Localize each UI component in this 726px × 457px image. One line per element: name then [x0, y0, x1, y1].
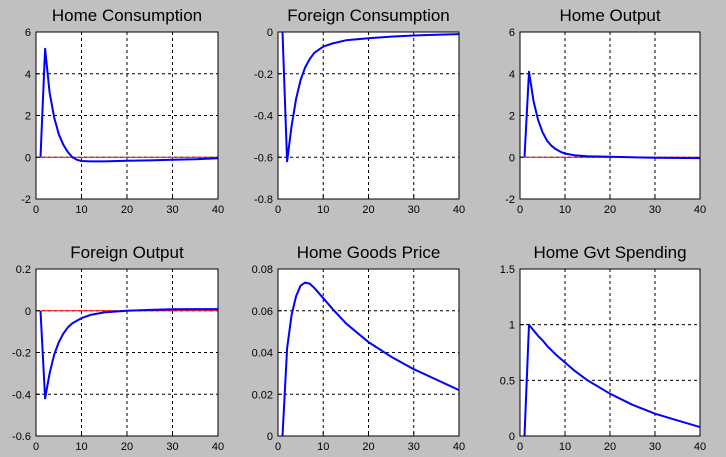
y-tick-label: 0 — [25, 306, 31, 318]
x-tick-label: 20 — [604, 204, 616, 216]
x-tick-label: 30 — [408, 441, 420, 453]
x-tick-label: 20 — [121, 204, 133, 216]
y-tick-label: 0.2 — [16, 264, 31, 276]
y-tick-label: 4 — [25, 69, 31, 81]
x-tick-label: 20 — [362, 204, 374, 216]
response-line — [281, 281, 460, 437]
panel-title: Home Goods Price — [297, 243, 441, 262]
y-tick-label: 0.08 — [252, 264, 273, 276]
x-tick-label: 0 — [275, 441, 281, 453]
y-tick-label: -2 — [21, 194, 31, 206]
y-tick-label: 1.5 — [500, 264, 515, 276]
panel-title: Home Gvt Spending — [533, 243, 686, 262]
y-tick-label: 0 — [267, 27, 273, 39]
response-line — [39, 47, 219, 163]
y-tick-label: 0 — [267, 431, 273, 443]
y-tick-label: -0.8 — [254, 194, 273, 206]
y-tick-label: 0 — [509, 152, 515, 164]
x-tick-label: 30 — [408, 204, 420, 216]
x-tick-label: 40 — [694, 204, 706, 216]
y-tick-label: 0.04 — [252, 348, 273, 360]
y-tick-label: 0 — [509, 431, 515, 443]
y-tick-label: -2 — [505, 194, 515, 206]
panel-5: 0 10 20 30 40 0 0.02 0.04 0.06 0.08 Home Goods Pri… — [252, 243, 466, 453]
y-tick-label: 2 — [25, 111, 31, 123]
panel-title: Home Consumption — [52, 6, 202, 25]
y-tick-label: -0.6 — [12, 431, 31, 443]
x-tick-label: 10 — [317, 204, 329, 216]
panel-6: 0 10 20 30 40 0 0.5 1 1.5 Home Gvt Spending — [500, 243, 706, 453]
panel-title: Foreign Output — [70, 243, 184, 262]
x-tick-label: 30 — [649, 204, 661, 216]
x-tick-label: 0 — [33, 441, 39, 453]
x-tick-label: 40 — [453, 204, 465, 216]
y-tick-label: 4 — [509, 69, 515, 81]
panel-4: 0 10 20 30 40 -0.6 -0.4 -0.2 0 0.2 Foreign Output — [12, 243, 224, 453]
x-tick-label: 0 — [517, 204, 523, 216]
y-tick-label: 6 — [25, 27, 31, 39]
y-tick-label: -0.4 — [254, 111, 273, 123]
y-tick-label: -0.2 — [254, 69, 273, 81]
y-tick-label: 0.06 — [252, 306, 273, 318]
response-line — [281, 31, 460, 163]
panel-2: 0 10 20 30 40 -0.8 -0.6 -0.4 -0.2 0 Foreign Consum… — [254, 6, 465, 216]
x-tick-label: 30 — [166, 441, 178, 453]
response-line — [39, 308, 218, 400]
panel-title: Foreign Consumption — [287, 6, 450, 25]
x-tick-label: 10 — [559, 204, 571, 216]
y-tick-label: 0 — [25, 152, 31, 164]
x-tick-label: 20 — [604, 441, 616, 453]
x-tick-label: 10 — [75, 204, 87, 216]
x-tick-label: 0 — [517, 441, 523, 453]
x-tick-label: 10 — [75, 441, 87, 453]
x-tick-label: 40 — [212, 204, 224, 216]
x-tick-label: 0 — [33, 204, 39, 216]
x-tick-label: 40 — [212, 441, 224, 453]
x-tick-label: 40 — [453, 441, 465, 453]
x-tick-label: 10 — [317, 441, 329, 453]
y-tick-label: -0.2 — [12, 348, 31, 360]
y-tick-label: 1 — [509, 320, 515, 332]
response-line — [523, 70, 701, 160]
x-tick-label: 20 — [362, 441, 374, 453]
y-tick-label: 6 — [509, 27, 515, 39]
x-tick-label: 40 — [694, 441, 706, 453]
x-tick-label: 0 — [275, 204, 281, 216]
y-tick-label: -0.6 — [254, 152, 273, 164]
x-tick-label: 30 — [166, 204, 178, 216]
y-tick-label: 0.02 — [252, 389, 273, 401]
y-tick-label: 0.5 — [500, 375, 515, 387]
x-tick-label: 10 — [559, 441, 571, 453]
response-line — [523, 323, 701, 437]
x-tick-label: 30 — [649, 441, 661, 453]
y-tick-label: 2 — [509, 111, 515, 123]
x-tick-label: 20 — [121, 441, 133, 453]
panel-title: Home Output — [559, 6, 660, 25]
y-tick-label: -0.4 — [12, 389, 31, 401]
